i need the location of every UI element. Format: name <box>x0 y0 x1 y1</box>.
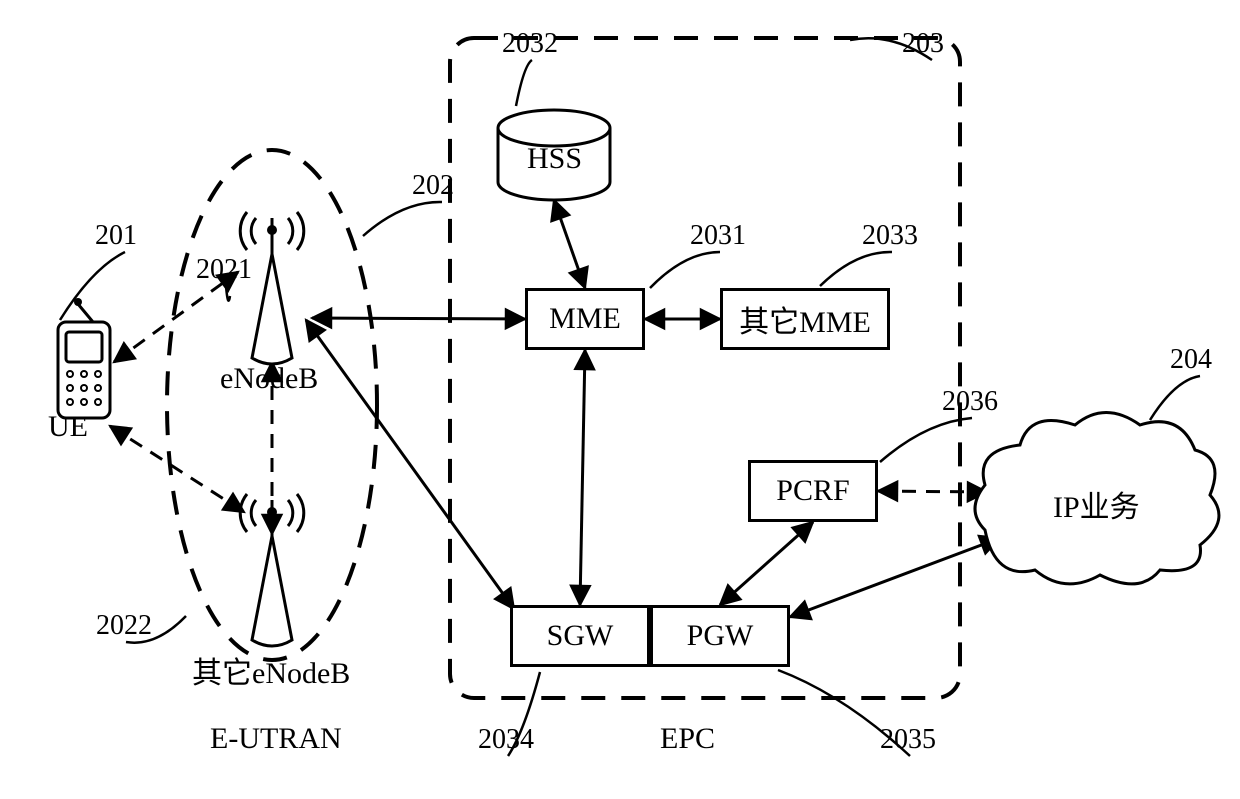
other-mme-label: 其它MME <box>739 297 871 341</box>
callout-2021: 2021 <box>196 254 252 286</box>
callout-2036: 2036 <box>942 386 998 418</box>
callout-201: 201 <box>95 220 137 252</box>
diagram-svg <box>0 0 1240 799</box>
enodeb2-label: 其它eNodeB <box>192 648 350 692</box>
mme-label: MME <box>549 302 621 336</box>
pcrf-label: PCRF <box>776 474 849 508</box>
mme-node: MME <box>525 288 645 350</box>
pgw-node: PGW <box>650 605 790 667</box>
hss-label: HSS <box>527 142 582 176</box>
callout-203: 203 <box>902 28 944 60</box>
callout-2033: 2033 <box>862 220 918 252</box>
other-mme-node: 其它MME <box>720 288 890 350</box>
callout-2034: 2034 <box>478 724 534 756</box>
lte-architecture-diagram: MME 其它MME PCRF SGW PGW UE eNodeB 其它eNode… <box>0 0 1240 799</box>
pcrf-node: PCRF <box>748 460 878 522</box>
epc-label: EPC <box>660 722 715 756</box>
sgw-label: SGW <box>547 619 614 653</box>
pgw-label: PGW <box>687 619 754 653</box>
callout-2035: 2035 <box>880 724 936 756</box>
callout-2031: 2031 <box>690 220 746 252</box>
ue-label: UE <box>48 410 88 444</box>
callout-2022: 2022 <box>96 610 152 642</box>
callout-202: 202 <box>412 170 454 202</box>
eutran-label: E-UTRAN <box>210 722 342 756</box>
callout-2032: 2032 <box>502 28 558 60</box>
ip-label: IP业务 <box>1053 482 1140 526</box>
sgw-node: SGW <box>510 605 650 667</box>
enodeb1-label: eNodeB <box>220 362 318 396</box>
callout-204: 204 <box>1170 344 1212 376</box>
